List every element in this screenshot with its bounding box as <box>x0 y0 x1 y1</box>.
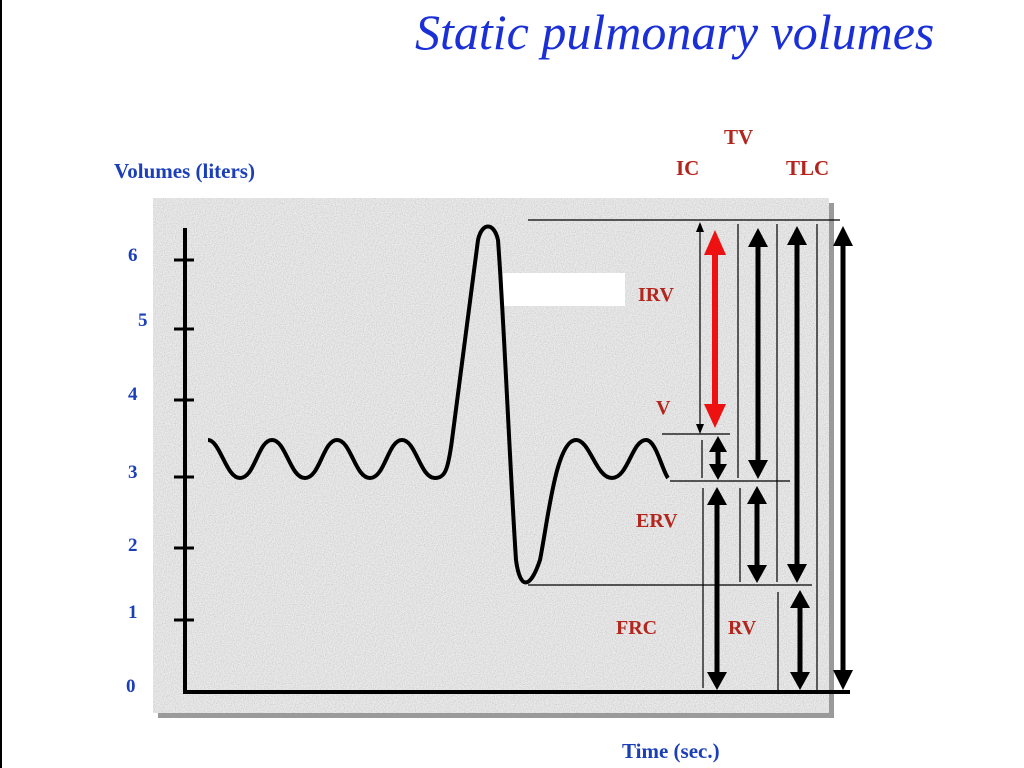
ic-arrow-head-bottom <box>748 460 768 479</box>
tlc-arrow-head-bottom <box>833 670 853 690</box>
y-tick-label-6: 6 <box>128 245 138 266</box>
rv-arrow-head-top <box>790 590 810 608</box>
y-tick-label-3: 3 <box>128 462 138 483</box>
capacity-arrows <box>696 222 853 690</box>
rv-arrow-head-bottom <box>790 672 810 690</box>
frc-arrow-head-top <box>707 487 727 505</box>
rv-label: RV <box>728 617 757 639</box>
y-tick-label-4: 4 <box>128 384 138 405</box>
v-arrow-head-bottom <box>709 464 727 480</box>
y-axis-title: Volumes (liters) <box>114 159 255 183</box>
tv-label: TV <box>724 125 753 149</box>
ic-label: IC <box>676 156 699 180</box>
y-tick-label-1: 1 <box>128 602 138 623</box>
tlc-arrow-head-top <box>833 226 853 246</box>
erv-label: ERV <box>636 510 678 532</box>
blank-label-box <box>503 273 625 306</box>
irv-side-head-bottom <box>696 424 704 434</box>
irv-arrow-head-top <box>704 230 726 255</box>
y-tick-label-2: 2 <box>128 535 138 556</box>
ic-arrow-head-top <box>748 228 768 247</box>
irv-side-head-top <box>696 222 704 232</box>
erv-arrow-head-bottom <box>747 565 767 583</box>
spirometry-curve <box>207 224 670 585</box>
y-tick-label-5: 5 <box>138 310 148 331</box>
v-label: V <box>656 397 671 419</box>
slide-title: Static pulmonary volumes <box>415 4 935 60</box>
tlc-label: TLC <box>786 156 829 180</box>
y-tick-marks <box>174 258 194 622</box>
y-tick-label-0: 0 <box>126 676 136 697</box>
erv-arrow-head-top <box>747 486 767 504</box>
frc-label: FRC <box>616 617 657 639</box>
frc-arrow-head-bottom <box>707 672 727 690</box>
x-axis-title: Time (sec.) <box>622 739 720 763</box>
irv-arrow-head-bottom <box>704 404 726 428</box>
vc-arrow-head-top <box>787 226 807 245</box>
irv-label: IRV <box>638 284 675 306</box>
v-arrow-head-top <box>709 436 727 452</box>
slide-left-border <box>0 0 2 768</box>
vc-arrow-head-bottom <box>787 564 807 583</box>
